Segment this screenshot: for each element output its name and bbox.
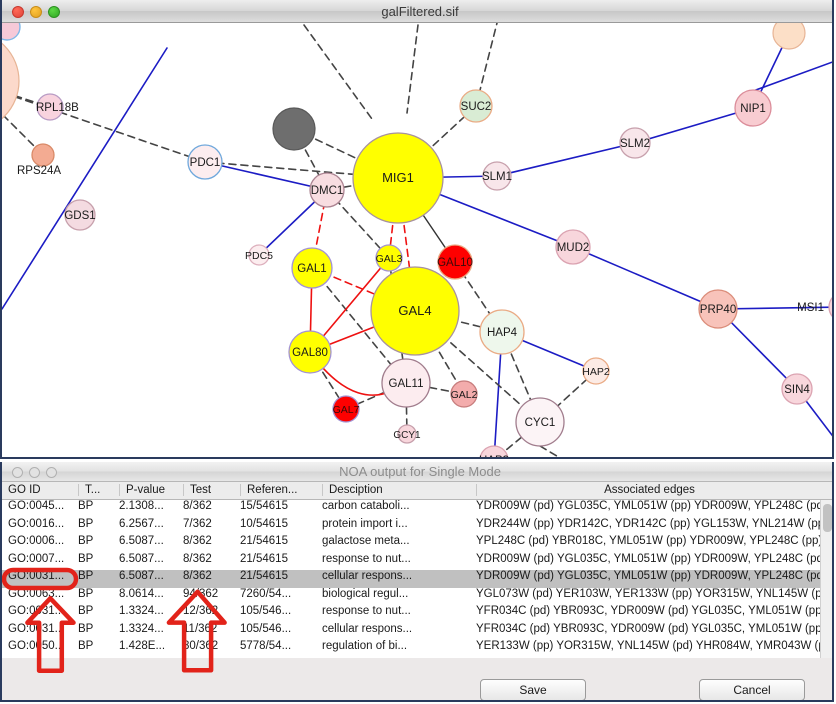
svg-text:CYC1: CYC1	[525, 417, 556, 429]
svg-text:GAL7: GAL7	[333, 404, 360, 416]
svg-text:MIG1: MIG1	[382, 170, 414, 185]
svg-text:MUD2: MUD2	[557, 242, 590, 254]
svg-text:GAL4: GAL4	[398, 303, 431, 318]
svg-text:GAL10: GAL10	[437, 257, 473, 269]
svg-text:GAL1: GAL1	[297, 263, 326, 275]
svg-text:HAP4: HAP4	[487, 327, 518, 339]
svg-text:GCY1: GCY1	[393, 430, 421, 441]
svg-text:MSI1: MSI1	[797, 302, 824, 314]
svg-text:PDC1: PDC1	[190, 157, 221, 169]
svg-text:PDC5: PDC5	[245, 250, 273, 262]
svg-text:GAL80: GAL80	[292, 347, 328, 359]
svg-text:RPS24A: RPS24A	[17, 165, 61, 177]
svg-text:SLM2: SLM2	[620, 138, 650, 150]
svg-text:PRP40: PRP40	[700, 304, 736, 316]
svg-text:DMC1: DMC1	[311, 185, 344, 197]
svg-text:GAL2: GAL2	[451, 389, 478, 401]
svg-text:GAL3: GAL3	[376, 253, 403, 265]
svg-text:SUC2: SUC2	[461, 101, 492, 113]
svg-text:RPL18B: RPL18B	[36, 102, 79, 114]
svg-text:GAL11: GAL11	[389, 378, 424, 390]
svg-text:HAP3: HAP3	[479, 455, 509, 459]
svg-text:NIP1: NIP1	[740, 103, 766, 115]
svg-text:SLM1: SLM1	[482, 171, 512, 183]
svg-text:HAP2: HAP2	[582, 366, 610, 378]
svg-text:SIN4: SIN4	[784, 384, 810, 396]
svg-text:GDS1: GDS1	[64, 210, 95, 222]
